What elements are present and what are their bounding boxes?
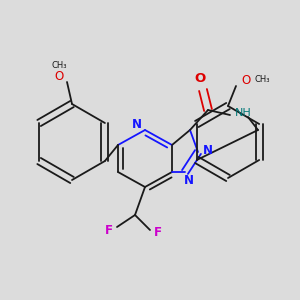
Text: F: F — [105, 224, 113, 238]
Text: CH₃: CH₃ — [254, 76, 270, 85]
Text: O: O — [194, 71, 206, 85]
Text: CH₃: CH₃ — [51, 61, 67, 70]
Text: N: N — [132, 118, 142, 131]
Text: F: F — [154, 226, 162, 238]
Text: O: O — [242, 74, 250, 86]
Text: NH: NH — [235, 108, 251, 118]
Text: O: O — [54, 70, 64, 83]
Text: N: N — [203, 143, 213, 157]
Text: N: N — [184, 173, 194, 187]
